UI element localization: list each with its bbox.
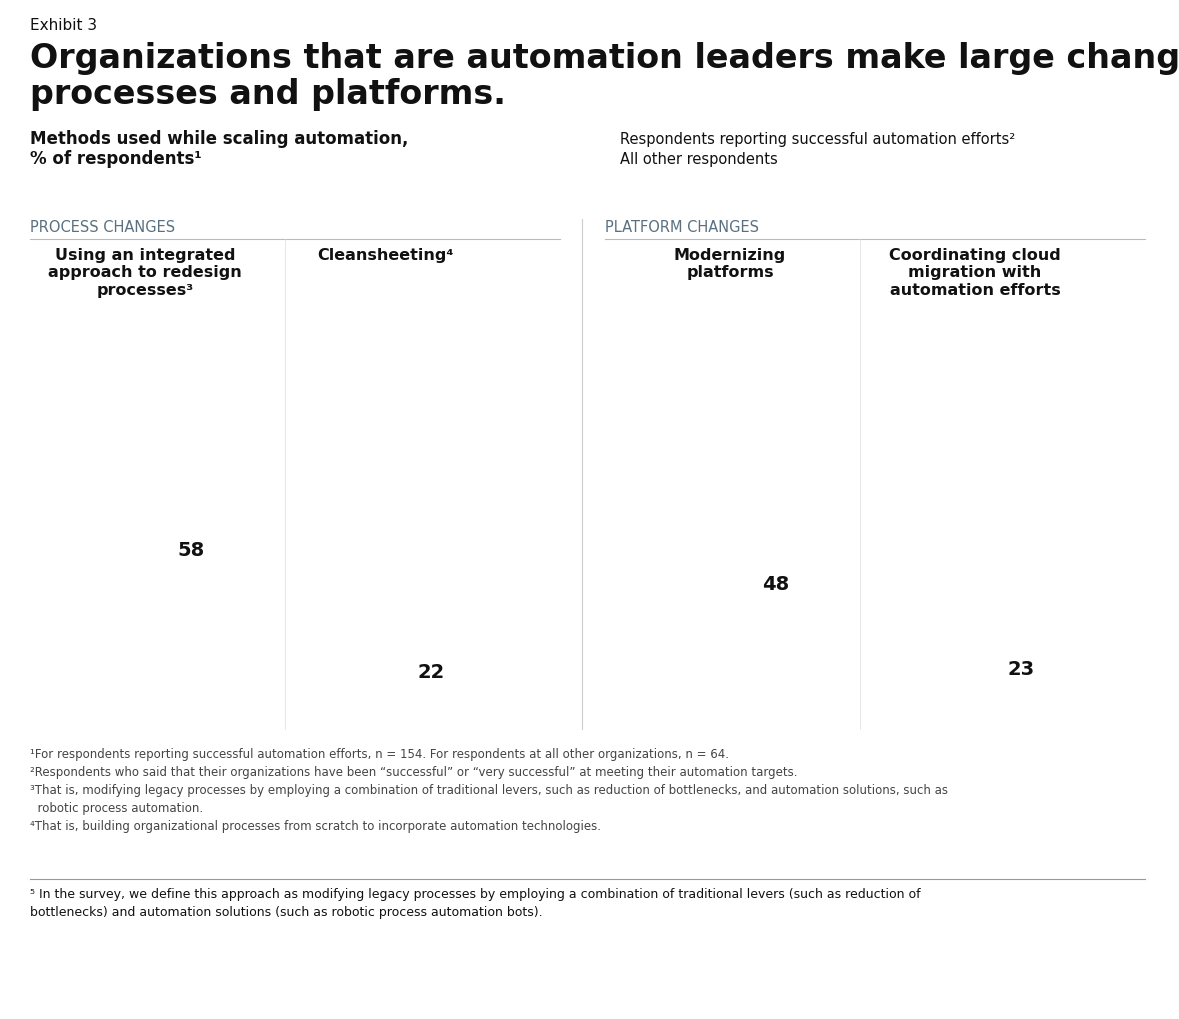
Text: ³That is, modifying legacy processes by employing a combination of traditional l: ³That is, modifying legacy processes by … xyxy=(29,784,948,796)
Text: 22: 22 xyxy=(417,662,444,682)
Text: All other respondents: All other respondents xyxy=(620,152,778,167)
Text: 58: 58 xyxy=(177,540,205,559)
Text: ⁵ In the survey, we define this approach as modifying legacy processes by employ: ⁵ In the survey, we define this approach… xyxy=(29,888,921,900)
Text: robotic process automation.: robotic process automation. xyxy=(29,801,203,814)
Text: Respondents reporting successful automation efforts²: Respondents reporting successful automat… xyxy=(620,131,1015,147)
Text: 23: 23 xyxy=(1007,659,1034,678)
Text: 45: 45 xyxy=(325,585,353,603)
Text: ⁴That is, building organizational processes from scratch to incorporate automati: ⁴That is, building organizational proces… xyxy=(29,819,601,833)
Text: PROCESS CHANGES: PROCESS CHANGES xyxy=(29,220,176,234)
Text: Exhibit 3: Exhibit 3 xyxy=(29,18,97,33)
Text: Methods used while scaling automation,: Methods used while scaling automation, xyxy=(29,129,408,148)
Text: bottlenecks) and automation solutions (such as robotic process automation bots).: bottlenecks) and automation solutions (s… xyxy=(29,905,542,918)
Text: 48: 48 xyxy=(915,575,943,593)
Text: % of respondents¹: % of respondents¹ xyxy=(29,150,202,168)
Text: Organizations that are automation leaders make large changes to their: Organizations that are automation leader… xyxy=(29,42,1179,75)
Text: 76: 76 xyxy=(671,479,698,498)
Text: 48: 48 xyxy=(763,575,790,593)
Text: Using an integrated
approach to redesign
processes³: Using an integrated approach to redesign… xyxy=(48,248,242,298)
Text: Cleansheeting⁴: Cleansheeting⁴ xyxy=(317,248,453,263)
Text: Modernizing
platforms: Modernizing platforms xyxy=(674,248,786,280)
Text: processes and platforms.: processes and platforms. xyxy=(29,77,506,111)
Text: ²Respondents who said that their organizations have been “successful” or “very s: ²Respondents who said that their organiz… xyxy=(29,765,797,779)
Text: 79: 79 xyxy=(86,469,112,488)
Text: ¹For respondents reporting successful automation efforts, n = 154. For responden: ¹For respondents reporting successful au… xyxy=(29,747,729,760)
Text: Coordinating cloud
migration with
automation efforts: Coordinating cloud migration with automa… xyxy=(889,248,1061,298)
Text: PLATFORM CHANGES: PLATFORM CHANGES xyxy=(605,220,759,234)
